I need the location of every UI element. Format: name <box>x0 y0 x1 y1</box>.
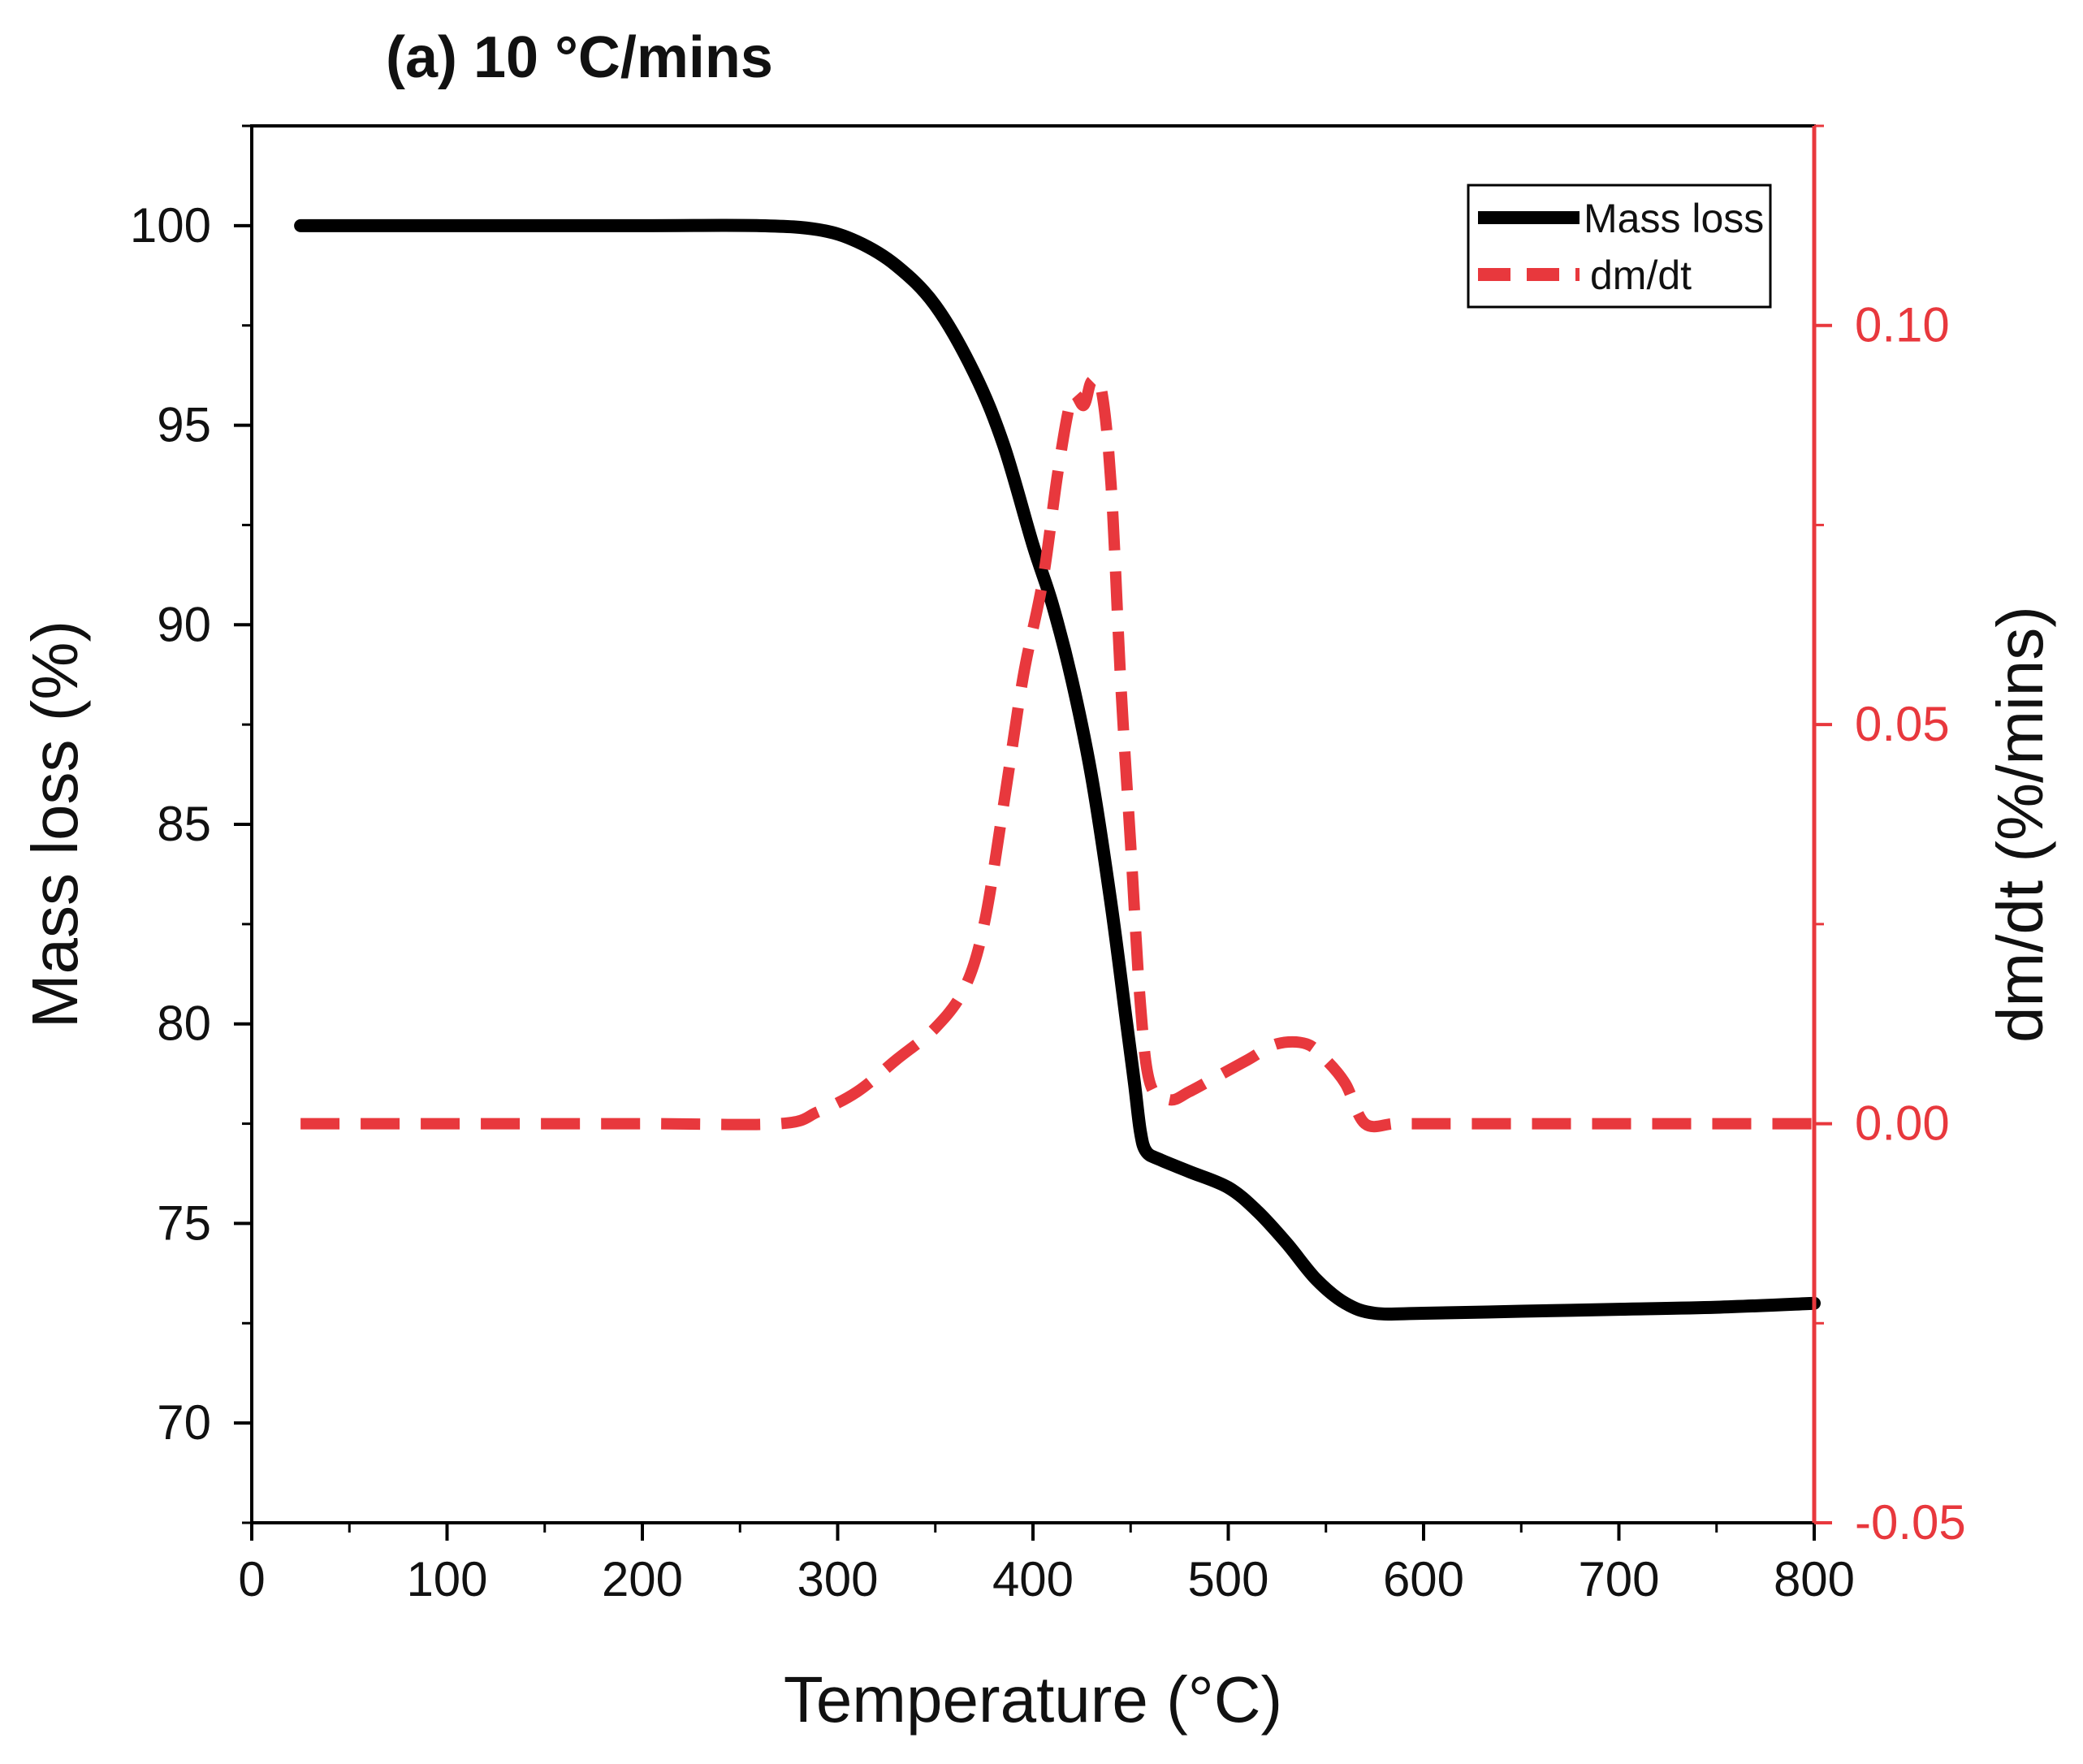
y-left-tick-label: 100 <box>130 198 211 253</box>
y-left-tick-label: 80 <box>157 997 211 1051</box>
x-tick-label: 400 <box>992 1552 1074 1606</box>
x-tick-label: 100 <box>406 1552 487 1606</box>
legend: Mass loss dm/dt <box>1467 184 1772 309</box>
y-left-tick-label: 70 <box>157 1395 211 1450</box>
y-right-tick-label: 0.10 <box>1855 298 1950 352</box>
y-right-tick-label: 0.05 <box>1855 697 1950 751</box>
legend-dmdt-label: dm/dt <box>1590 253 1692 298</box>
x-axis-label: Temperature (°C) <box>784 1663 1282 1736</box>
x-tick-label: 700 <box>1578 1552 1659 1606</box>
right-y-axis-label: dm/dt (%/mins) <box>1984 606 2056 1043</box>
chart-title: (a) 10 °C/mins <box>386 25 773 90</box>
right-y-axis: -0.05 0.00 0.05 0.10 <box>1814 124 1966 1550</box>
left-y-axis-label: Mass loss (%) <box>19 620 91 1028</box>
plot-lines <box>294 218 1821 1321</box>
left-y-axis: 70 75 80 85 90 95 100 <box>130 124 252 1524</box>
y-right-tick-label: -0.05 <box>1855 1495 1966 1550</box>
y-right-tick-label: 0.00 <box>1855 1096 1950 1151</box>
x-axis: 0 100 200 300 400 500 600 700 800 <box>238 1523 1855 1606</box>
x-tick-label: 0 <box>238 1552 265 1606</box>
y-left-tick-label: 85 <box>157 797 211 851</box>
legend-mass-label: Mass loss <box>1584 196 1764 241</box>
x-tick-label: 600 <box>1383 1552 1464 1606</box>
x-tick-label: 800 <box>1774 1552 1855 1606</box>
x-tick-label: 300 <box>797 1552 878 1606</box>
legend-box <box>1467 184 1772 309</box>
series-line-dmdt <box>300 372 1814 1133</box>
y-left-tick-label: 90 <box>157 597 211 651</box>
x-tick-label: 500 <box>1187 1552 1268 1606</box>
y-left-tick-label: 75 <box>157 1195 211 1250</box>
y-left-tick-label: 95 <box>157 398 211 452</box>
x-tick-label: 200 <box>602 1552 683 1606</box>
series-line-mass-loss <box>294 218 1821 1321</box>
